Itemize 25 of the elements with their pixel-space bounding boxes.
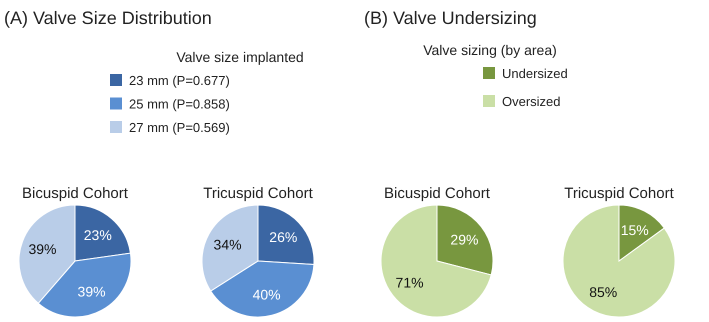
text: Bicuspid Cohort bbox=[22, 185, 129, 202]
legend-label: 27 mm (P=0.569) bbox=[129, 120, 230, 135]
data-label: 34% bbox=[214, 236, 242, 252]
pie-slice bbox=[380, 204, 492, 318]
data-label: 39% bbox=[78, 284, 106, 300]
text: Bicuspid Cohort bbox=[384, 185, 491, 202]
legend-title: Valve size implanted bbox=[176, 49, 304, 65]
data-label: 71% bbox=[396, 274, 424, 290]
legend-title: Valve sizing (by area) bbox=[423, 42, 557, 58]
pie-slice bbox=[562, 204, 676, 318]
legend-label: Oversized bbox=[502, 94, 561, 109]
chart-title: Tricuspid Cohort bbox=[203, 185, 314, 202]
data-label: 26% bbox=[269, 229, 298, 246]
legend-label: Undersized bbox=[502, 66, 568, 81]
text: (A) Valve Size Distribution bbox=[4, 8, 212, 28]
data-label: 23% bbox=[84, 226, 112, 243]
data-label: 15% bbox=[620, 222, 649, 238]
data-label: 29% bbox=[450, 232, 478, 248]
chart-title: Tricuspid Cohort bbox=[564, 185, 675, 202]
data-label: 85% bbox=[589, 284, 618, 300]
data-label: 40% bbox=[252, 286, 281, 303]
text: (B) Valve Undersizing bbox=[364, 8, 537, 28]
legend-label: 25 mm (P=0.858) bbox=[129, 96, 230, 112]
legend-label: 23 mm (P=0.677) bbox=[129, 73, 230, 88]
data-label: 39% bbox=[28, 240, 56, 257]
